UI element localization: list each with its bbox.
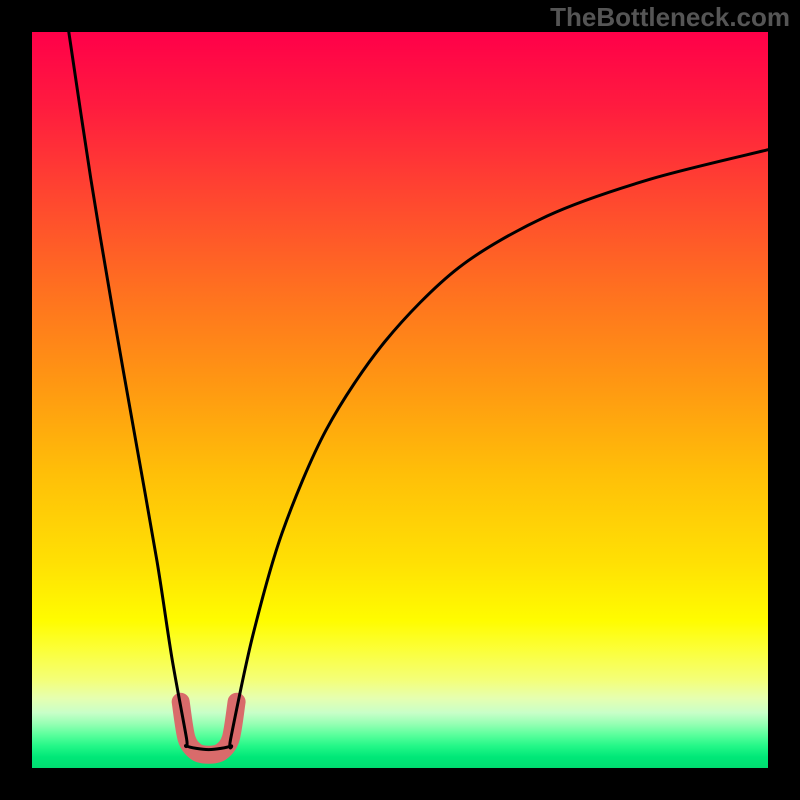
watermark-text: TheBottleneck.com	[550, 2, 790, 33]
chart-frame: TheBottleneck.com	[0, 0, 800, 800]
plot-area	[32, 32, 768, 768]
gradient-background	[32, 32, 768, 768]
plot-svg	[32, 32, 768, 768]
